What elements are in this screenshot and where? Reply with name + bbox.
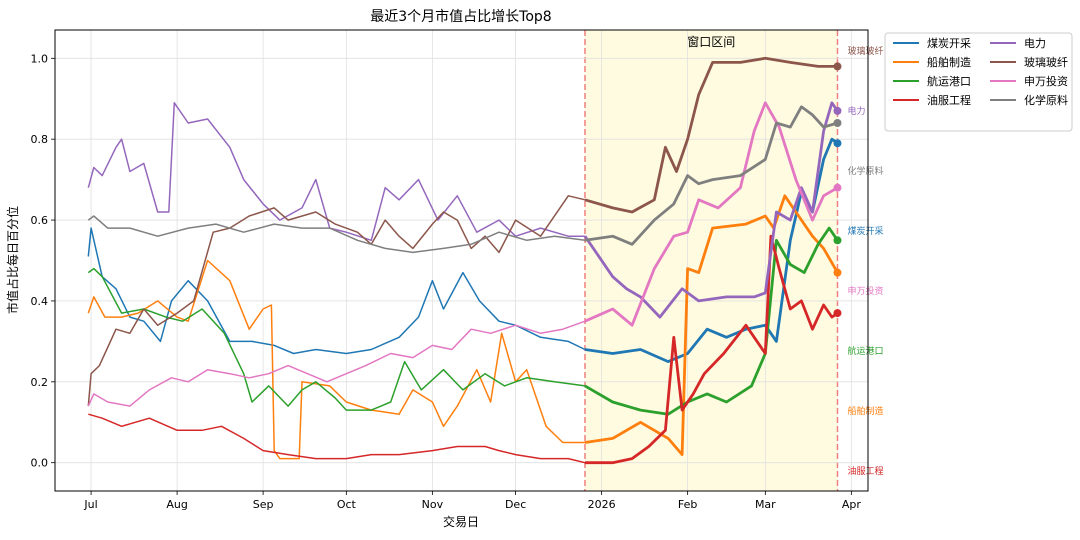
series-line-船舶制造 [87, 259, 585, 460]
series-end-label-玻璃玻纤: 玻璃玻纤 [847, 45, 883, 57]
y-tick-label: 0.6 [31, 214, 49, 227]
x-tick-label: Nov [422, 498, 444, 511]
x-tick-label: Mar [755, 498, 776, 511]
series-line-window-油服工程 [585, 234, 839, 465]
x-tick-label: Apr [842, 498, 862, 511]
y-axis-label: 市值占比每日百分位 [5, 206, 20, 314]
series-end-marker-申万投资 [833, 183, 842, 192]
legend-label: 油服工程 [927, 93, 971, 107]
y-tick-label: 0.0 [31, 457, 49, 470]
y-tick-label: 0.2 [31, 376, 49, 389]
axes-layer: Jul Aug Sep Oct Nov Dec 2026 Feb Mar Apr 0.0 0.2 0.4… [31, 29, 869, 511]
y-tick-label: 0.4 [31, 295, 49, 308]
series-line-window-申万投资 [584, 101, 839, 327]
x-tick-label: Sep [253, 498, 274, 511]
legend-label: 电力 [1024, 37, 1046, 50]
window-region [584, 30, 838, 491]
series-line-化学原料 [87, 215, 586, 254]
series-line-玻璃玻纤 [87, 195, 586, 407]
legend-label: 航运港口 [927, 74, 971, 88]
series-end-marker-煤炭开采 [833, 139, 842, 148]
y-tick-label: 0.8 [31, 133, 49, 146]
series-line-煤炭开采 [87, 227, 586, 355]
x-tick-label: 2026 [588, 498, 616, 511]
x-tick-label: Jul [83, 498, 97, 511]
legend-label: 玻璃玻纤 [1024, 55, 1068, 69]
series-line-window-船舶制造 [584, 194, 839, 457]
series-end-label-申万投资: 申万投资 [847, 285, 883, 297]
series-end-marker-航运港口 [833, 236, 842, 245]
series-end-label-化学原料: 化学原料 [847, 165, 883, 177]
grid-layer [55, 30, 868, 491]
series-line-油服工程 [88, 413, 586, 464]
legend-label: 申万投资 [1024, 74, 1068, 88]
series-line-电力 [87, 102, 585, 242]
x-axis-label: 交易日 [443, 514, 479, 529]
series-end-marker-玻璃玻纤 [833, 62, 842, 71]
series-end-marker-电力 [833, 106, 842, 115]
series-line-申万投资 [87, 320, 586, 407]
legend-label: 船舶制造 [927, 55, 971, 69]
series-line-window-航运港口 [584, 226, 839, 416]
x-tick-label: Dec [505, 498, 526, 511]
series-end-label-油服工程: 油服工程 [847, 465, 883, 477]
window-label: 窗口区间 [687, 35, 735, 49]
series-end-label-船舶制造: 船舶制造 [847, 405, 883, 417]
x-tick-label: Feb [678, 498, 697, 511]
x-tick-label: Oct [337, 498, 357, 511]
chart-title: 最近3个月市值占比增长Top8 [370, 8, 551, 25]
series-end-label-电力: 电力 [847, 105, 865, 117]
series-line-window-煤炭开采 [584, 137, 839, 364]
series-end-label-航运港口: 航运港口 [847, 345, 883, 357]
series-end-marker-油服工程 [833, 309, 842, 318]
series-end-marker-化学原料 [833, 119, 842, 128]
legend-label: 煤炭开采 [927, 37, 971, 50]
axes-frame [54, 29, 869, 492]
series-line-window-电力 [583, 101, 839, 319]
series-line-航运港口 [87, 267, 586, 411]
legend-box [884, 32, 1073, 132]
x-tick-label: Aug [166, 498, 187, 511]
y-tick-label: 1.0 [31, 52, 49, 65]
series-end-marker-船舶制造 [833, 268, 842, 277]
series-line-window-化学原料 [584, 105, 838, 246]
series-end-label-煤炭开采: 煤炭开采 [847, 225, 883, 237]
legend-label: 化学原料 [1024, 93, 1068, 107]
window-layer: 窗口区间 [584, 30, 839, 491]
series-line-window-玻璃玻纤 [584, 56, 838, 214]
